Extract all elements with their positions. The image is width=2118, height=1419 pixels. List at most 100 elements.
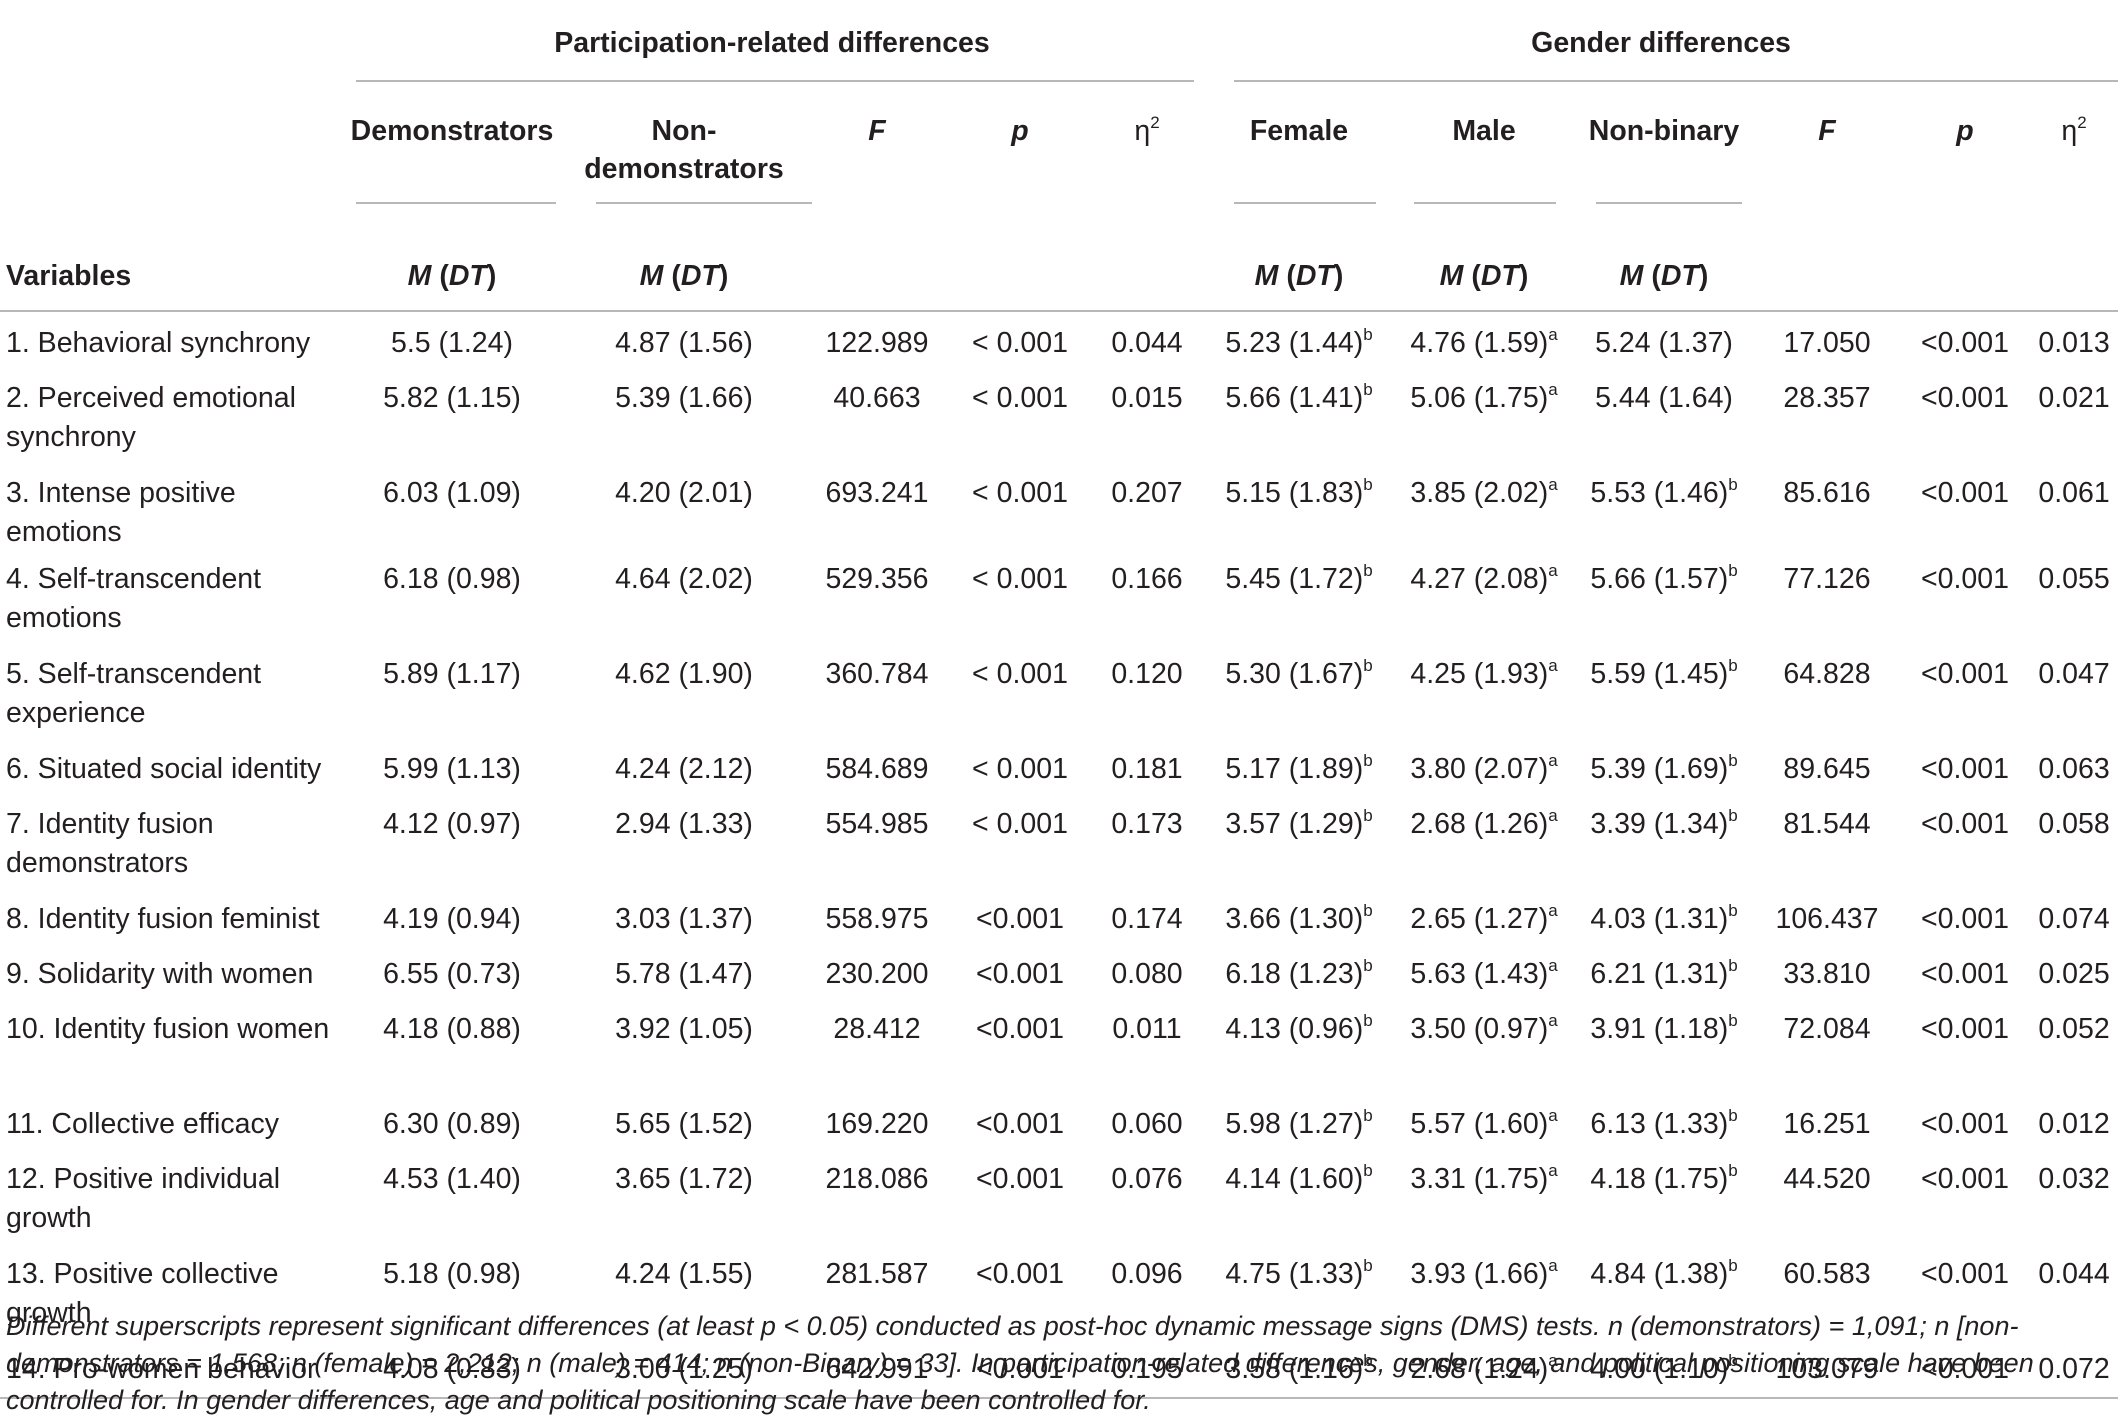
table-row: 14. Pro-women behavior 4.08 (0.83) 3.00 (1… — [0, 1342, 2118, 1398]
p-value-gender: <0.001 — [1921, 1353, 2009, 1385]
table-row: 7. Identity fusion demonstrators 4.12 (0.… — [0, 797, 2118, 892]
sub-header-row: Demonstrators Non-demonstrators F p η2 F… — [0, 78, 2118, 242]
significance-superscript: a — [1548, 805, 1558, 825]
p-value-gender: <0.001 — [1921, 477, 2009, 509]
eta-squared-value: 0.120 — [1111, 658, 1183, 690]
p-value: < 0.001 — [972, 327, 1068, 359]
p-header-gender: p — [1956, 115, 1974, 147]
significance-superscript: b — [1363, 474, 1373, 494]
f-value-gender: 85.616 — [1783, 477, 1871, 509]
female-value: 5.23 (1.44)b — [1225, 324, 1373, 360]
f-value: 529.356 — [825, 563, 929, 595]
p-value: <0.001 — [976, 1163, 1064, 1195]
p-value-gender: <0.001 — [1921, 327, 2009, 359]
significance-superscript: a — [1548, 474, 1558, 494]
significance-superscript: a — [1548, 1010, 1558, 1030]
significance-superscript: a — [1548, 900, 1558, 920]
variable-label: 12. Positive individual growth — [6, 1163, 281, 1234]
variable-label: 5. Self-transcendent experience — [6, 658, 262, 729]
significance-superscript: a — [1548, 655, 1558, 675]
non-binary-value: 6.21 (1.31)b — [1590, 955, 1738, 991]
f-value: 558.975 — [825, 903, 929, 935]
table-row: 12. Positive individual growth 4.53 (1.40… — [0, 1152, 2118, 1247]
significance-superscript: b — [1363, 900, 1373, 920]
significance-superscript: b — [1363, 955, 1373, 975]
eta-squared-value: 0.207 — [1111, 477, 1183, 509]
non-demonstrators-rule — [596, 202, 812, 204]
male-value: 3.80 (2.07)a — [1410, 750, 1558, 786]
significance-superscript: b — [1728, 750, 1738, 770]
non-binary-value: 5.59 (1.45)b — [1590, 655, 1738, 691]
significance-superscript: a — [1548, 1350, 1558, 1370]
p-value-gender: <0.001 — [1921, 808, 2009, 840]
eta-squared-value-gender: 0.025 — [2038, 958, 2110, 990]
p-value: < 0.001 — [972, 658, 1068, 690]
p-value-gender: <0.001 — [1921, 563, 2009, 595]
table-row: 3. Intense positive emotions 6.03 (1.09) 4… — [0, 466, 2118, 552]
table-row: 2. Perceived emotional synchrony 5.82 (1.… — [0, 371, 2118, 466]
variable-label: 8. Identity fusion feminist — [6, 903, 320, 935]
eta-squared-value: 0.076 — [1111, 1163, 1183, 1195]
f-value: 281.587 — [825, 1258, 929, 1290]
significance-superscript: a — [1548, 1160, 1558, 1180]
variable-label: 7. Identity fusion demonstrators — [6, 808, 214, 879]
non-demonstrators-value: 4.64 (2.02) — [615, 563, 753, 595]
male-value: 3.93 (1.66)a — [1410, 1255, 1558, 1291]
male-value: 4.76 (1.59)a — [1410, 324, 1558, 360]
male-value: 3.50 (0.97)a — [1410, 1010, 1558, 1046]
non-binary-value: 6.13 (1.33)b — [1590, 1105, 1738, 1141]
variable-label: 14. Pro-women behavior — [6, 1353, 317, 1385]
male-value: 3.85 (2.02)a — [1410, 474, 1558, 510]
p-value: <0.001 — [976, 903, 1064, 935]
female-rule — [1234, 202, 1376, 204]
table-row: 5. Self-transcendent experience 5.89 (1.1… — [0, 647, 2118, 742]
f-value-gender: 77.126 — [1783, 563, 1871, 595]
significance-superscript: b — [1363, 379, 1373, 399]
female-value: 5.98 (1.27)b — [1225, 1105, 1373, 1141]
non-demonstrators-value: 3.65 (1.72) — [615, 1163, 753, 1195]
table-footnote: Different superscripts represent signifi… — [6, 1311, 2034, 1415]
f-value: 169.220 — [825, 1108, 929, 1140]
female-value: 6.18 (1.23)b — [1225, 955, 1373, 991]
non-demonstrators-value: 2.94 (1.33) — [615, 808, 753, 840]
p-value: <0.001 — [976, 958, 1064, 990]
eta-squared-value-gender: 0.013 — [2038, 327, 2110, 359]
male-rule — [1414, 202, 1556, 204]
significance-superscript: b — [1363, 324, 1373, 344]
non-demonstrators-header: Non-demonstrators — [584, 115, 784, 185]
eta-squared-value: 0.011 — [1112, 1013, 1182, 1045]
variable-label: 1. Behavioral synchrony — [6, 327, 311, 359]
eta-squared-value-gender: 0.044 — [2038, 1258, 2110, 1290]
eta-squared-value: 0.166 — [1111, 563, 1183, 595]
non-demonstrators-value: 5.39 (1.66) — [615, 382, 753, 414]
table-row: 8. Identity fusion feminist 4.19 (0.94) 3.… — [0, 892, 2118, 947]
female-value: 3.57 (1.29)b — [1225, 805, 1373, 841]
demonstrators-value: 6.30 (0.89) — [383, 1108, 521, 1140]
demonstrators-value: 4.18 (0.88) — [383, 1013, 521, 1045]
significance-superscript: b — [1363, 1105, 1373, 1125]
participation-group-rule — [356, 80, 1194, 82]
significance-superscript: b — [1363, 1160, 1373, 1180]
md-label: M (DT) — [1254, 259, 1344, 292]
variable-label: 2. Perceived emotional synchrony — [6, 382, 296, 453]
female-value: 5.15 (1.83)b — [1225, 474, 1373, 510]
p-value-gender: <0.001 — [1921, 958, 2009, 990]
non-binary-value: 3.91 (1.18)b — [1590, 1010, 1738, 1046]
non-demonstrators-value: 4.24 (2.12) — [615, 753, 753, 785]
non-demonstrators-value: 4.87 (1.56) — [615, 327, 753, 359]
female-value: 4.75 (1.33)b — [1225, 1255, 1373, 1291]
eta-squared-value-gender: 0.047 — [2038, 658, 2110, 690]
gender-group-rule — [1234, 80, 2118, 82]
eta-squared-value-gender: 0.072 — [2038, 1353, 2110, 1385]
demonstrators-value: 5.99 (1.13) — [383, 753, 521, 785]
f-value: 218.086 — [825, 1163, 929, 1195]
male-value: 5.57 (1.60)a — [1410, 1105, 1558, 1141]
significance-superscript: b — [1363, 805, 1373, 825]
md-header-row: Variables M (DT) M (DT) M (DT) M (DT) M … — [0, 242, 2118, 311]
non-binary-value: 3.39 (1.34)b — [1590, 805, 1738, 841]
f-value: 230.200 — [825, 958, 929, 990]
eta-squared-value-gender: 0.021 — [2038, 382, 2110, 414]
demonstrators-value: 6.55 (0.73) — [383, 958, 521, 990]
non-binary-value: 4.18 (1.75)b — [1590, 1160, 1738, 1196]
non-demonstrators-value: 3.03 (1.37) — [615, 903, 753, 935]
